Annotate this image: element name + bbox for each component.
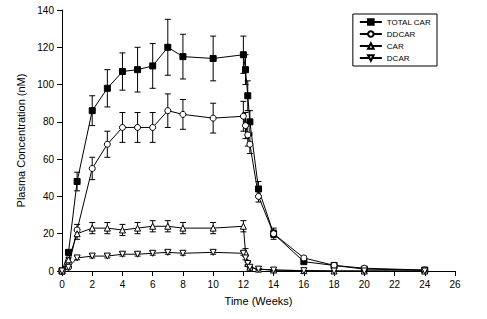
svg-text:22: 22: [389, 279, 401, 290]
svg-text:8: 8: [180, 279, 186, 290]
svg-text:0: 0: [48, 266, 54, 277]
svg-text:14: 14: [268, 279, 280, 290]
svg-text:80: 80: [43, 116, 55, 127]
svg-text:TOTAL CAR: TOTAL CAR: [387, 18, 431, 27]
svg-text:20: 20: [43, 228, 55, 239]
svg-text:40: 40: [43, 191, 55, 202]
svg-text:20: 20: [359, 279, 371, 290]
svg-text:6: 6: [150, 279, 156, 290]
svg-text:100: 100: [37, 79, 54, 90]
svg-text:Plasma Concentration (nM): Plasma Concentration (nM): [15, 74, 27, 208]
svg-text:12: 12: [238, 279, 250, 290]
svg-text:2: 2: [89, 279, 95, 290]
svg-text:CAR: CAR: [387, 42, 404, 51]
svg-text:DCAR: DCAR: [387, 54, 410, 63]
svg-text:120: 120: [37, 42, 54, 53]
svg-text:24: 24: [419, 279, 431, 290]
svg-text:10: 10: [208, 279, 220, 290]
svg-text:16: 16: [298, 279, 310, 290]
svg-text:Time (Weeks): Time (Weeks): [225, 295, 293, 307]
svg-text:26: 26: [449, 279, 461, 290]
svg-text:0: 0: [59, 279, 65, 290]
svg-text:18: 18: [329, 279, 341, 290]
svg-text:4: 4: [120, 279, 126, 290]
svg-text:DDCAR: DDCAR: [387, 30, 416, 39]
svg-text:140: 140: [37, 5, 54, 16]
svg-text:60: 60: [43, 154, 55, 165]
